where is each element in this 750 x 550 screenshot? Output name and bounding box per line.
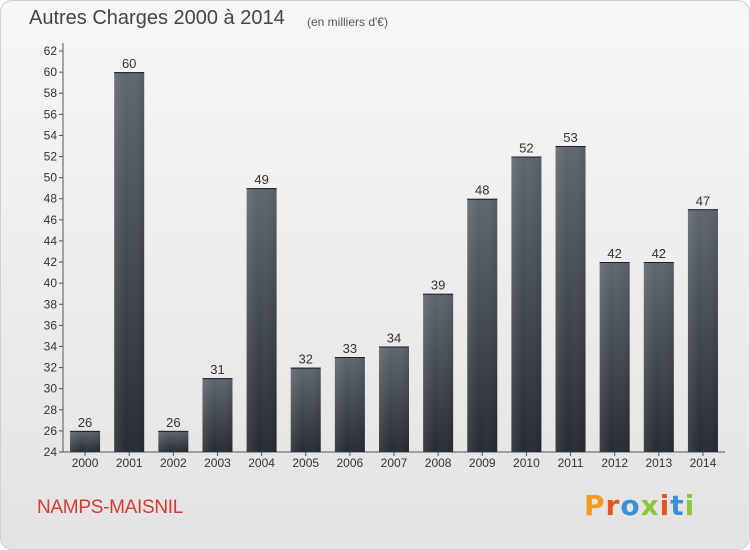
x-tick-label: 2010 <box>513 456 540 470</box>
bar-value-label: 42 <box>652 246 666 261</box>
bar-value-label: 32 <box>298 352 312 367</box>
x-tick-label: 2007 <box>381 456 408 470</box>
x-tick-label: 2009 <box>469 456 496 470</box>
x-tick-label: 2000 <box>72 456 99 470</box>
bar-value-label: 33 <box>343 341 357 356</box>
y-tick-label: 28 <box>44 403 58 417</box>
bar-shine <box>643 262 674 452</box>
bar-value-label: 42 <box>607 246 621 261</box>
logo-letter: x <box>640 489 660 522</box>
y-tick-label: 42 <box>44 255 58 269</box>
bar-value-label: 26 <box>78 415 92 430</box>
bar-shine <box>511 156 542 453</box>
bar-value-label: 53 <box>563 130 577 145</box>
bar-value-label: 39 <box>431 278 445 293</box>
y-tick-label: 30 <box>44 382 58 396</box>
logo-letter: i <box>659 489 671 522</box>
x-tick-label: 2003 <box>204 456 231 470</box>
y-tick-label: 54 <box>44 128 58 142</box>
bar-value-label: 31 <box>210 362 224 377</box>
bar-shine <box>202 378 233 452</box>
bars-group: 26 60 26 31 49 32 33 34 39 48 52 53 42 42 47 <box>70 56 718 453</box>
y-tick-label: 40 <box>44 276 58 290</box>
x-tick-label: 2005 <box>292 456 319 470</box>
y-tick-label: 24 <box>44 445 58 459</box>
logo-letter: i <box>684 489 696 522</box>
bar-value-label: 52 <box>519 141 533 156</box>
y-tick-label: 60 <box>44 65 58 79</box>
bar-shine <box>555 145 586 452</box>
bar-shine <box>334 357 365 452</box>
y-tick-label: 26 <box>44 424 58 438</box>
commune-name: NAMPS-MAISNIL <box>37 497 184 518</box>
bar-value-label: 48 <box>475 183 489 198</box>
y-tick-label: 62 <box>44 44 58 58</box>
bar-shine <box>290 367 321 452</box>
logo-letter: o <box>620 489 641 522</box>
y-tick-label: 50 <box>44 171 58 185</box>
bar-shine <box>423 293 454 452</box>
chart-title: Autres Charges 2000 à 2014 <box>29 7 285 29</box>
bar-shine <box>158 430 189 452</box>
bar-value-label: 34 <box>387 330 401 345</box>
y-tick-label: 38 <box>44 297 58 311</box>
y-tick-label: 46 <box>44 213 58 227</box>
bar-value-label: 26 <box>166 415 180 430</box>
bar-shine <box>246 188 277 452</box>
y-axis: 24 26 28 30 32 34 36 38 40 42 44 46 48 50 52 54 56 58 60 62 <box>44 43 64 459</box>
x-tick-label: 2008 <box>425 456 452 470</box>
bar-shine <box>687 209 718 452</box>
bar-shine <box>599 262 630 452</box>
bar-shine <box>379 346 409 452</box>
y-tick-label: 36 <box>44 318 58 332</box>
y-tick-label: 52 <box>44 150 58 164</box>
y-tick-label: 48 <box>44 192 58 206</box>
x-tick-label: 2001 <box>116 456 143 470</box>
x-tick-label: 2004 <box>248 456 275 470</box>
logo-letter: P <box>584 489 606 522</box>
proxiti-logo[interactable]: Proxiti <box>584 489 695 522</box>
x-tick-label: 2013 <box>645 456 672 470</box>
x-axis: 2000 2001 2002 2003 2004 2005 2006 2007 2008 2009… <box>63 451 725 470</box>
chart-subtitle: (en milliers d'€) <box>307 15 388 29</box>
x-tick-label: 2014 <box>690 456 717 470</box>
bar-value-label: 47 <box>696 193 710 208</box>
bar-shine <box>114 72 145 453</box>
y-tick-label: 34 <box>44 339 58 353</box>
bar-shine <box>70 430 101 452</box>
y-tick-label: 32 <box>44 361 58 375</box>
y-tick-label: 44 <box>44 234 58 248</box>
bar-value-label: 60 <box>122 56 136 71</box>
x-tick-label: 2012 <box>601 456 628 470</box>
y-tick-label: 58 <box>44 86 58 100</box>
logo-letter: t <box>670 489 685 522</box>
x-tick-label: 2002 <box>160 456 187 470</box>
bar-value-label: 49 <box>254 172 268 187</box>
y-tick-label: 56 <box>44 107 58 121</box>
x-tick-label: 2006 <box>337 456 364 470</box>
bar-shine <box>467 198 498 452</box>
x-tick-label: 2011 <box>558 456 584 470</box>
logo-letter: r <box>605 489 621 522</box>
